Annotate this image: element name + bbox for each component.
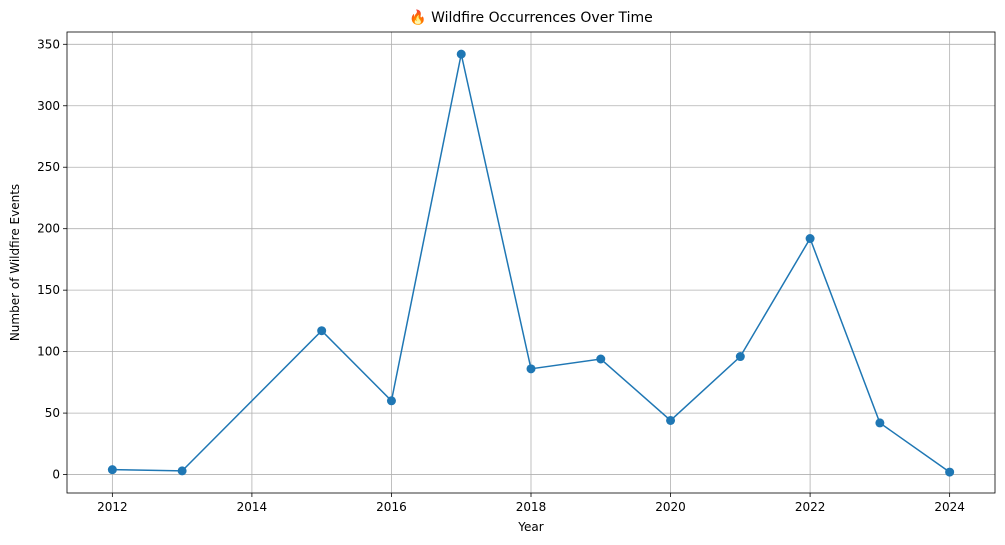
data-point [735,352,745,362]
x-axis-ticks: 2012 2014 2016 2018 2020 2022 2024 [97,493,965,514]
y-axis-title: Number of Wildfire Events [8,184,22,341]
grid-lines [67,32,995,493]
y-axis-ticks: 0 50 100 150 200 250 300 350 [37,37,67,482]
x-tick-label: 2020 [655,500,686,514]
y-tick-label: 350 [37,37,60,51]
data-point [386,396,396,406]
y-tick-label: 150 [37,283,60,297]
data-point [805,234,815,244]
series-points [107,49,955,477]
data-point [945,467,955,477]
x-tick-label: 2012 [97,500,128,514]
series-line [112,53,951,473]
y-tick-label: 50 [45,406,60,420]
x-tick-label: 2016 [376,500,407,514]
data-point [177,466,187,476]
x-axis-title: Year [517,520,543,534]
y-tick-label: 100 [37,345,60,359]
y-tick-label: 0 [52,468,60,482]
x-tick-label: 2014 [237,500,268,514]
x-tick-label: 2018 [516,500,547,514]
data-point [107,465,117,475]
y-tick-label: 250 [37,160,60,174]
x-tick-label: 2022 [795,500,826,514]
data-point [666,415,676,425]
data-point [596,354,606,364]
y-tick-label: 200 [37,222,60,236]
data-point [875,418,885,428]
y-tick-label: 300 [37,99,60,113]
data-point [526,364,536,374]
chart-title: 🔥 Wildfire Occurrences Over Time [409,9,653,26]
x-tick-label: 2024 [934,500,965,514]
data-point [317,326,327,336]
data-point [456,49,466,59]
